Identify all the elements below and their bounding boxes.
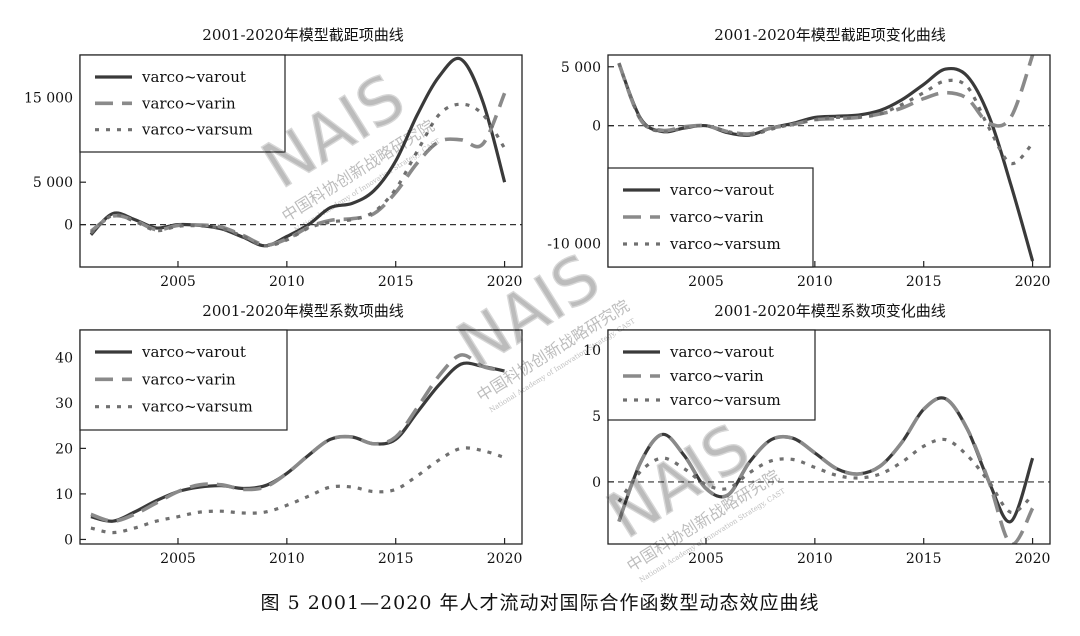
y-tick-label: 40 bbox=[55, 350, 73, 366]
legend-label-0: varco~varout bbox=[141, 343, 246, 361]
plot-frame bbox=[607, 329, 1051, 545]
legend-box bbox=[607, 167, 814, 268]
y-tick-label: 20 bbox=[55, 441, 73, 457]
legend-box bbox=[607, 329, 816, 421]
legend-label-0: varco~varout bbox=[141, 68, 246, 86]
legend-label-1: varco~varin bbox=[141, 370, 236, 388]
legend-label-0: varco~varout bbox=[669, 343, 774, 361]
series-line-1 bbox=[90, 353, 505, 523]
series-group bbox=[90, 353, 506, 535]
plot-frame bbox=[79, 329, 523, 545]
legend-label-1: varco~varin bbox=[141, 94, 236, 112]
x-tick-label: 2015 bbox=[906, 274, 942, 290]
legend: varco~varout varco~varin varco~varsum bbox=[607, 167, 814, 268]
x-tick-label: 2015 bbox=[378, 551, 414, 567]
panel-intercept: 2001-2020年模型截距项曲线 2005 2010 2015 2020 0 5 000 1… bbox=[24, 26, 523, 290]
x-tick-label: 2005 bbox=[160, 274, 196, 290]
y-tick-label: 10 bbox=[583, 343, 601, 359]
y-tick-label: 5 000 bbox=[561, 60, 601, 76]
panel-intercept-change: 2001-2020年模型截距项变化曲线 2005 2010 2015 2020 -10 0… bbox=[547, 26, 1051, 290]
series-line-2 bbox=[617, 62, 1034, 166]
legend: varco~varout varco~varin varco~varsum bbox=[607, 329, 816, 421]
legend-label-0: varco~varout bbox=[669, 181, 774, 199]
x-tick-label: 2015 bbox=[378, 274, 414, 290]
plot-frame bbox=[79, 54, 523, 268]
x-tick-label: 2020 bbox=[487, 274, 523, 290]
series-line-1 bbox=[617, 396, 1035, 544]
x-tick-label: 2010 bbox=[269, 274, 305, 290]
y-tick-label: 0 bbox=[592, 119, 601, 135]
legend-box bbox=[79, 329, 288, 431]
series-line-2 bbox=[617, 437, 1034, 514]
y-tick-label: 15 000 bbox=[24, 90, 73, 106]
x-tick-label: 2010 bbox=[797, 551, 833, 567]
series-group bbox=[617, 396, 1035, 544]
legend: varco~varout varco~varin varco~varsum bbox=[79, 329, 288, 431]
series-line-2 bbox=[90, 446, 506, 535]
panel-coefficient-change: 2001-2020年模型系数项变化曲线 2005 2010 2015 2020 0 5 10 v… bbox=[583, 302, 1051, 567]
x-tick-label: 2020 bbox=[487, 551, 523, 567]
figure-caption: 图 5 2001—2020 年人才流动对国际合作函数型动态效应曲线 bbox=[260, 592, 820, 614]
y-tick-label: 30 bbox=[55, 396, 73, 412]
series-line-2 bbox=[89, 102, 506, 248]
y-tick-label: 0 bbox=[592, 475, 601, 491]
y-tick-label: 0 bbox=[64, 532, 73, 548]
legend-label-2: varco~varsum bbox=[669, 235, 781, 253]
x-tick-label: 2015 bbox=[906, 551, 942, 567]
legend: varco~varout varco~varin varco~varsum bbox=[79, 54, 286, 153]
panel-coefficient: 2001-2020年模型系数项曲线 2005 2010 2015 2020 0 10 20 30… bbox=[55, 302, 523, 567]
x-tick-label: 2020 bbox=[1015, 274, 1051, 290]
legend-label-2: varco~varsum bbox=[141, 121, 253, 139]
x-tick-label: 2010 bbox=[269, 551, 305, 567]
legend-label-2: varco~varsum bbox=[669, 391, 781, 409]
x-tick-label: 2005 bbox=[688, 274, 724, 290]
legend-label-1: varco~varin bbox=[669, 367, 764, 385]
x-tick-label: 2005 bbox=[160, 551, 196, 567]
chart-title: 2001-2020年模型截距项变化曲线 bbox=[714, 26, 945, 44]
legend-box bbox=[79, 54, 286, 153]
y-tick-label: 0 bbox=[64, 218, 73, 234]
chart-title: 2001-2020年模型系数项变化曲线 bbox=[714, 302, 945, 320]
series-group bbox=[617, 55, 1035, 262]
x-tick-label: 2005 bbox=[688, 551, 724, 567]
chart-title: 2001-2020年模型系数项曲线 bbox=[202, 302, 403, 320]
y-tick-label: -10 000 bbox=[547, 236, 601, 252]
y-tick-label: 10 bbox=[55, 487, 73, 503]
series-line-1 bbox=[617, 55, 1035, 136]
plot-frame bbox=[607, 54, 1051, 268]
legend-label-1: varco~varin bbox=[669, 208, 764, 226]
y-tick-label: 5 000 bbox=[33, 175, 73, 191]
legend-label-2: varco~varsum bbox=[141, 398, 253, 416]
x-tick-label: 2010 bbox=[797, 274, 833, 290]
y-tick-label: 5 bbox=[592, 409, 601, 425]
x-tick-label: 2020 bbox=[1015, 551, 1051, 567]
series-group bbox=[89, 56, 507, 248]
chart-title: 2001-2020年模型截距项曲线 bbox=[202, 26, 403, 44]
